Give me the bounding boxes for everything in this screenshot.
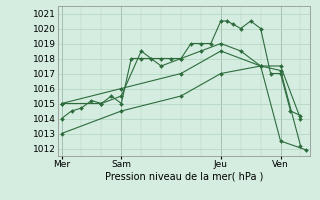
- X-axis label: Pression niveau de la mer( hPa ): Pression niveau de la mer( hPa ): [105, 172, 263, 182]
